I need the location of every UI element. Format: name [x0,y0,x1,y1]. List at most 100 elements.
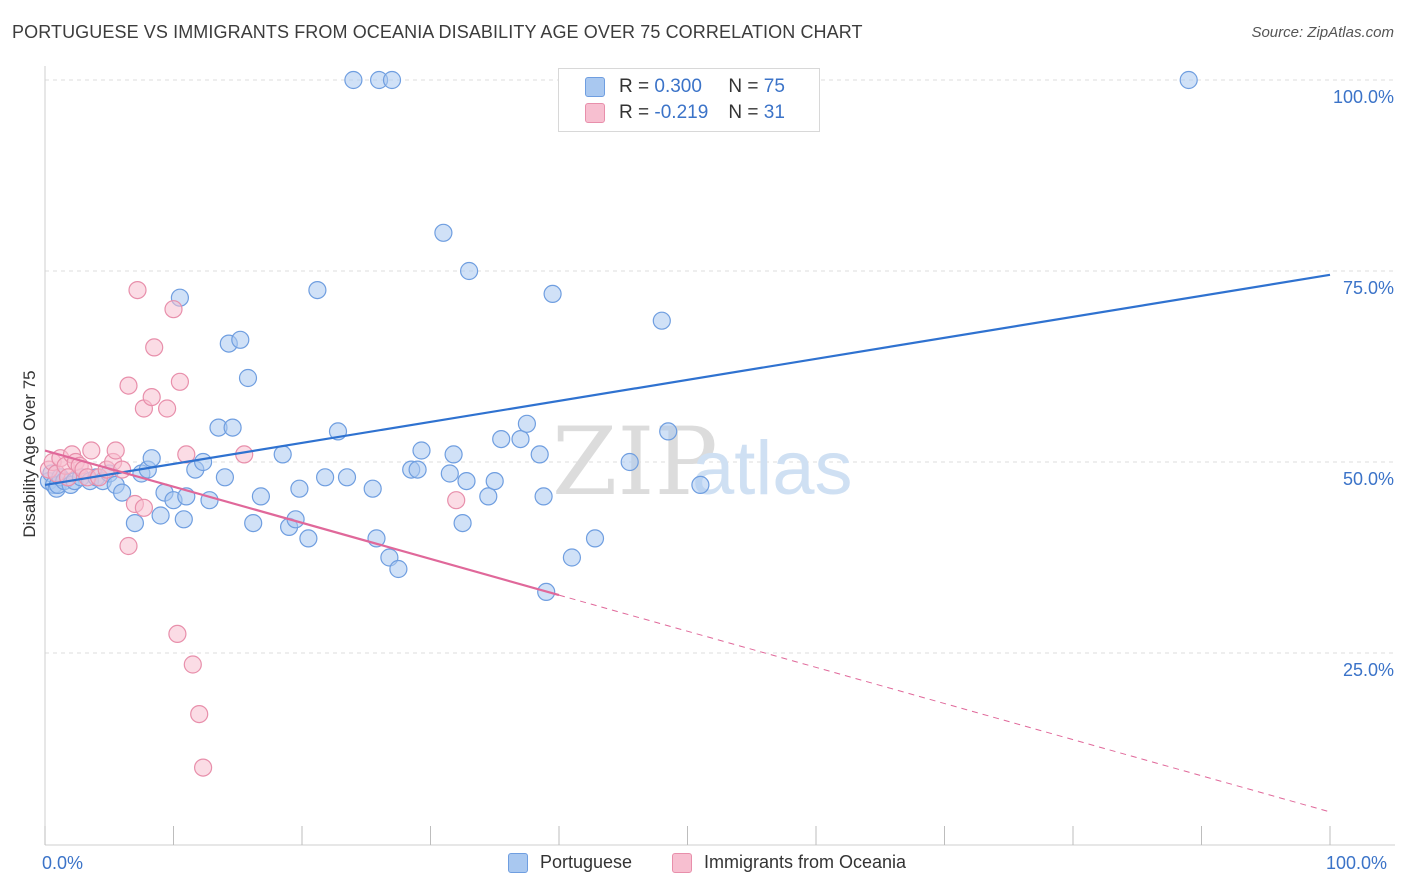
point-portuguese [223,418,242,437]
point-oceania [447,491,466,510]
y-axis-label: Disability Age Over 75 [20,370,39,538]
legend-swatch-oceania [585,103,605,123]
series-legend: Portuguese Immigrants from Oceania [0,852,1406,878]
legend-r-label: R = [619,102,650,123]
legend-n-label: N = [728,102,759,123]
point-oceania [134,498,153,517]
point-portuguese [308,281,327,300]
legend-n-value-oceania: 31 [763,102,785,123]
point-portuguese [316,468,335,487]
point-oceania [194,758,213,777]
point-oceania [164,300,183,319]
point-portuguese [543,284,562,303]
legend-n-label: N = [728,76,759,97]
correlation-legend: R = 0.300 N = 75 R = -0.219 N = 31 [558,68,820,132]
point-portuguese [290,479,309,498]
series-name-oceania: Immigrants from Oceania [704,852,907,872]
point-portuguese [440,464,459,483]
legend-r-label: R = [619,76,650,97]
watermark-atlas: atlas [692,426,853,511]
point-oceania [183,655,202,674]
point-portuguese [151,506,170,525]
y-tick-label-50: 50.0% [1342,469,1394,489]
point-portuguese [585,529,605,548]
point-oceania [106,441,125,460]
legend-r-value-portuguese: 0.300 [654,76,702,97]
point-oceania [158,399,177,418]
point-portuguese [652,311,671,330]
point-portuguese [444,445,463,464]
point-portuguese [511,430,530,449]
x-tick-label-0: 0.0% [42,853,84,873]
point-portuguese [299,529,318,548]
legend-row-oceania: R = -0.219 N = 31 [585,101,785,125]
y-tick-label-25: 25.0% [1342,660,1394,680]
point-portuguese [453,513,472,533]
legend-swatch-portuguese [585,77,605,97]
point-portuguese [530,445,549,464]
series-swatch-oceania [672,852,692,873]
trend-line-oceania [44,449,560,597]
point-portuguese [244,513,263,533]
point-portuguese [691,475,710,494]
point-portuguese [125,513,144,533]
point-portuguese [460,261,479,281]
watermark: ZIP atlas [552,408,853,517]
point-portuguese [1179,70,1198,90]
point-portuguese [251,487,270,506]
point-portuguese [659,422,678,441]
series-swatch-portuguese [508,852,528,873]
series-name-portuguese: Portuguese [540,852,633,872]
trend-line-portuguese [44,273,1331,487]
legend-n-value-portuguese: 75 [763,76,785,97]
point-portuguese [174,510,193,529]
point-portuguese [620,452,639,472]
data-points [39,70,1198,777]
y-tick-label-75: 75.0% [1342,278,1394,298]
point-portuguese [382,70,402,90]
point-portuguese [337,468,357,487]
trend-lines [44,273,1331,813]
point-portuguese [412,441,431,460]
axes [44,66,1395,846]
point-portuguese [408,460,427,479]
point-portuguese [238,368,258,388]
point-portuguese [142,449,161,468]
point-oceania [119,536,138,556]
point-portuguese [389,559,408,579]
series-legend-oceania[interactable]: Immigrants from Oceania [672,852,906,873]
legend-row-portuguese: R = 0.300 N = 75 [585,75,785,99]
point-portuguese [273,445,292,464]
point-portuguese [479,487,498,506]
point-portuguese [492,430,511,449]
chart-title: PORTUGUESE VS IMMIGRANTS FROM OCEANIA DI… [12,22,863,42]
point-oceania [119,376,138,395]
point-oceania [170,372,189,391]
source-label: Source: ZipAtlas.com [1251,24,1394,41]
grid-lines [45,79,1395,654]
point-portuguese [231,330,250,349]
x-tick-label-100: 100.0% [1326,853,1388,873]
legend-r-value-oceania: -0.219 [654,102,709,123]
point-portuguese [344,70,363,90]
series-legend-portuguese[interactable]: Portuguese [508,852,632,873]
point-oceania [128,281,147,300]
point-portuguese [194,452,213,472]
y-tick-label-100: 100.0% [1332,87,1394,107]
point-portuguese [485,472,504,491]
point-portuguese [457,472,476,491]
point-portuguese [562,548,582,567]
point-oceania [82,441,101,460]
point-portuguese [534,487,553,506]
point-portuguese [517,414,537,433]
point-oceania [168,624,187,644]
point-portuguese [112,483,132,502]
point-portuguese [363,479,382,498]
point-portuguese [434,223,453,242]
point-oceania [142,388,161,407]
point-oceania [145,338,164,357]
point-portuguese [215,468,234,487]
trend-line-oceania-projection [558,594,1331,813]
point-oceania [190,704,209,724]
